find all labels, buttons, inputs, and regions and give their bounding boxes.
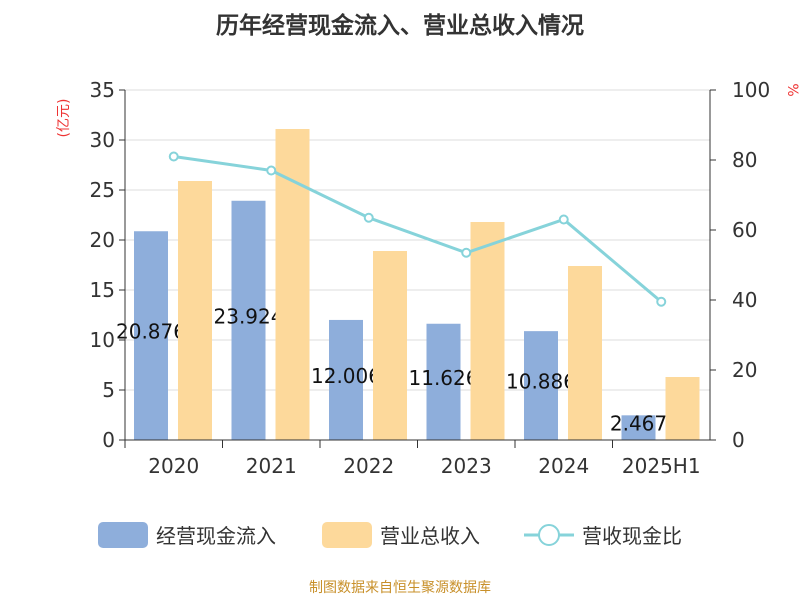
legend-swatch-cash-inflow bbox=[98, 522, 148, 548]
x-tick-label: 2023 bbox=[441, 454, 492, 478]
data-label: 10.886 bbox=[506, 370, 576, 394]
x-tick-label: 2022 bbox=[343, 454, 394, 478]
bar-revenue bbox=[178, 181, 212, 440]
source-note: 制图数据来自恒生聚源数据库 bbox=[309, 580, 491, 596]
y2-tick-label: 20 bbox=[732, 358, 757, 382]
ratio-point bbox=[168, 151, 179, 162]
legend-marker bbox=[538, 524, 560, 546]
x-tick-label: 2020 bbox=[148, 454, 199, 478]
x-tick-label: 2025H1 bbox=[622, 454, 701, 478]
bar-revenue bbox=[373, 251, 407, 440]
y2-tick-label: 100 bbox=[732, 78, 770, 102]
legend-label: 营收现金比 bbox=[582, 524, 682, 548]
y2-tick-label: 0 bbox=[732, 428, 745, 452]
ratio-point bbox=[266, 165, 277, 176]
x-tick-label: 2021 bbox=[246, 454, 297, 478]
x-tick-label: 2024 bbox=[538, 454, 589, 478]
bar-cash-inflow bbox=[524, 331, 558, 440]
y-tick-label: 30 bbox=[90, 128, 115, 152]
data-label: 11.626 bbox=[409, 366, 479, 390]
legend: 经营现金流入 营业总收入 营收现金比 bbox=[98, 522, 682, 548]
y-tick-label: 25 bbox=[90, 178, 115, 202]
ratio-line bbox=[173, 155, 663, 303]
bar-cash-inflow bbox=[329, 319, 363, 440]
y-tick-label: 0 bbox=[102, 428, 115, 452]
y2-axis-label: % bbox=[784, 83, 800, 96]
y-tick-label: 15 bbox=[90, 278, 115, 302]
data-label: 12.006 bbox=[311, 364, 381, 388]
chart-title: 历年经营现金流入、营业总收入情况 bbox=[216, 12, 584, 39]
bar-revenue bbox=[665, 377, 700, 440]
y-tick-label: 20 bbox=[90, 228, 115, 252]
y-axis-label: (亿元) bbox=[56, 99, 72, 138]
data-label: 23.924 bbox=[214, 304, 284, 328]
bar-cash-inflow bbox=[621, 415, 656, 440]
bar-revenue bbox=[470, 222, 505, 440]
ratio-point bbox=[656, 296, 667, 307]
bar-revenue bbox=[568, 266, 602, 440]
legend-label: 经营现金流入 bbox=[156, 524, 276, 548]
y2-tick-label: 60 bbox=[732, 218, 757, 242]
y-tick-label: 35 bbox=[90, 78, 115, 102]
legend-label: 营业总收入 bbox=[380, 524, 480, 548]
ratio-point bbox=[461, 247, 472, 258]
y2-tick-label: 40 bbox=[732, 288, 757, 312]
legend-swatch-revenue bbox=[322, 522, 372, 548]
ratio-point bbox=[363, 212, 374, 223]
y2-tick-label: 80 bbox=[732, 148, 757, 172]
y-tick-label: 10 bbox=[90, 328, 115, 352]
ratio-point bbox=[558, 214, 569, 225]
bar-cash-inflow bbox=[426, 323, 461, 440]
bar-cash-inflow bbox=[231, 200, 266, 440]
bar-cash-inflow bbox=[134, 231, 168, 440]
data-label: 2.467 bbox=[610, 412, 667, 436]
data-label: 20.876 bbox=[116, 320, 186, 344]
y-tick-label: 5 bbox=[102, 378, 115, 402]
